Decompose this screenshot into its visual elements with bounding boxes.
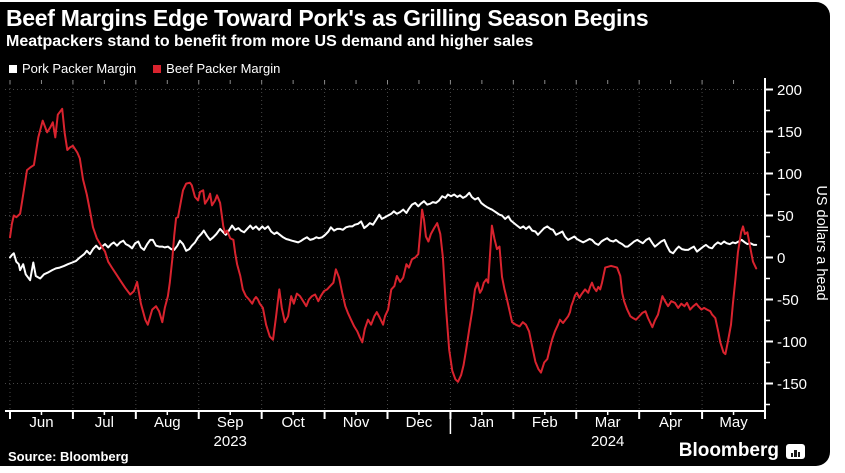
y-tick-label: 150 <box>777 124 802 141</box>
chart-subtitle: Meatpackers stand to benefit from more U… <box>6 33 534 50</box>
series-line-pork-packer-margin <box>9 191 758 282</box>
month-label: Dec <box>406 414 433 431</box>
legend-label: Beef Packer Margin <box>166 61 281 76</box>
month-label: Mar <box>595 414 621 431</box>
legend-item-beef-packer-margin: Beef Packer Margin <box>153 61 280 76</box>
chart-card: 200 150 100 50 0 -50 -100 -150 Jun Jul Aug Sep Oct No… <box>0 2 830 466</box>
month-label: May <box>719 414 748 431</box>
bloomberg-logo: Bloomberg <box>679 440 805 462</box>
legend-item-pork-packer-margin: Pork Packer Margin <box>9 61 136 76</box>
month-label: Oct <box>281 414 305 431</box>
y-tick-label: -50 <box>777 292 799 309</box>
source-note: Source: Bloomberg <box>8 449 129 464</box>
month-label: Sep <box>217 414 244 431</box>
year-label: 2024 <box>591 433 624 450</box>
month-label: Jun <box>29 414 53 431</box>
bloomberg-chart-icon <box>786 443 805 459</box>
bloomberg-wordmark: Bloomberg <box>678 440 779 461</box>
month-label: Jan <box>470 414 494 431</box>
y-tick-label: 100 <box>777 166 802 183</box>
month-label: Apr <box>659 414 682 431</box>
y-tick-label: 50 <box>777 208 794 225</box>
month-label: Feb <box>532 414 558 431</box>
chart-title: Beef Margins Edge Toward Pork's as Grill… <box>6 5 649 31</box>
year-label: 2023 <box>214 433 247 450</box>
chart-plot: 200 150 100 50 0 -50 -100 -150 Jun Jul Aug Sep Oct No… <box>5 78 829 450</box>
legend-label: Pork Packer Margin <box>22 61 137 76</box>
y-axis-title: US dollars a head <box>813 185 829 300</box>
y-tick-label: -150 <box>777 376 807 393</box>
month-label: Jul <box>95 414 114 431</box>
month-label: Aug <box>154 414 181 431</box>
legend-swatch-beef-packer-margin <box>153 64 162 73</box>
y-tick-label: 200 <box>777 82 802 99</box>
legend: Pork Packer Margin Beef Packer Margin <box>9 61 280 76</box>
series-line-beef-packer-margin <box>9 107 758 383</box>
legend-swatch-pork-packer-margin <box>9 64 17 73</box>
month-label: Nov <box>343 414 370 431</box>
y-tick-label: 0 <box>777 250 785 267</box>
y-tick-label: -100 <box>777 334 807 351</box>
